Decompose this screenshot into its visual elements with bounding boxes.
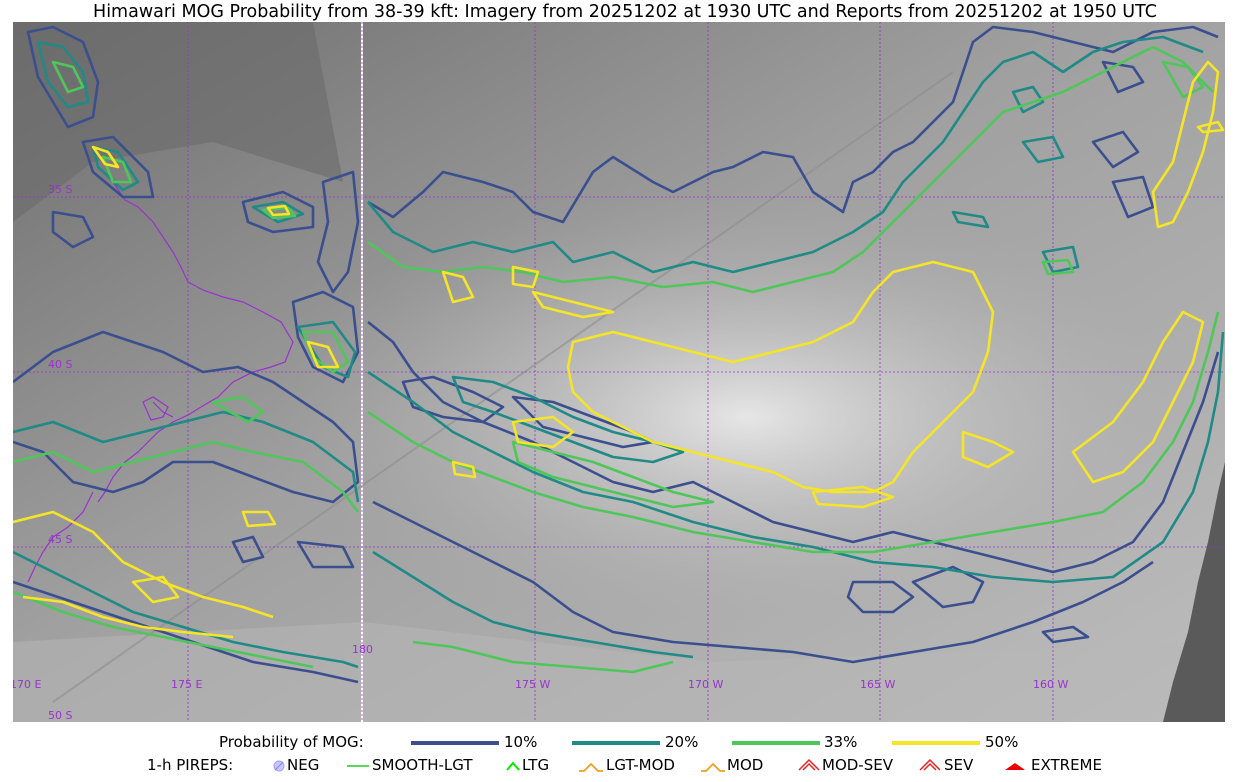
pirep-label-mod: MOD (727, 756, 764, 774)
pirep-label-mod-sev: MOD-SEV (822, 756, 893, 774)
lon-label-175e: 175 E (171, 678, 202, 691)
pirep-label-neg: NEG (287, 756, 320, 774)
legend-swatch-20pct (572, 741, 660, 745)
pirep-label-ltg: LTG (522, 756, 550, 774)
legend-label-33pct: 33% (824, 733, 858, 751)
pirep-label-lgt-mod: LGT-MOD (606, 756, 675, 774)
lon-label-180: 180 (352, 643, 373, 656)
lat-label-45s: 45 S (48, 533, 72, 546)
pirep-label-sev: SEV (944, 756, 974, 774)
lat-label-35s: 35 S (48, 183, 72, 196)
lon-label-175w: 175 W (515, 678, 550, 691)
neg-circle-icon (273, 760, 285, 772)
legend-label-50pct: 50% (985, 733, 1019, 751)
mod-caret-icon (701, 762, 725, 772)
grid-labels: 35 S 40 S 45 S 50 S 170 E 175 E 180 175 … (13, 183, 1068, 722)
pireps-legend-label: 1-h PIREPS: (147, 756, 234, 774)
probability-legend: Probability of MOG: 10% 20% 33% 50% (0, 733, 1250, 753)
lon-label-165w: 165 W (860, 678, 895, 691)
contour-50pct (13, 60, 1225, 639)
pirep-label-smooth-lgt: SMOOTH-LGT (372, 756, 473, 774)
lgt-mod-caret-icon (579, 762, 603, 772)
satellite-map: 35 S 40 S 45 S 50 S 170 E 175 E 180 175 … (13, 22, 1225, 722)
pireps-legend: 1-h PIREPS: NEG SMOOTH-LGT LTG LGT-MOD M… (0, 756, 1250, 776)
legend-swatch-33pct (732, 741, 820, 745)
probability-legend-label: Probability of MOG: (219, 733, 364, 751)
legend-label-20pct: 20% (665, 733, 699, 751)
pirep-label-extreme: EXTREME (1031, 756, 1102, 774)
chart-title: Himawari MOG Probability from 38-39 kft:… (93, 2, 1157, 22)
legend-label-10pct: 10% (504, 733, 538, 751)
no-data-region (1163, 462, 1225, 722)
mod-sev-caret-icon (798, 758, 820, 771)
bright-cloud-region (163, 142, 1225, 642)
coastline (27, 181, 294, 583)
extreme-caret-icon (1005, 763, 1025, 770)
lon-label-170w: 170 W (688, 678, 723, 691)
contour-10pct (13, 25, 1220, 684)
lon-label-160w: 160 W (1033, 678, 1068, 691)
lat-label-50s: 50 S (48, 709, 72, 722)
coastline-island (142, 396, 169, 421)
lat-label-40s: 40 S (48, 358, 72, 371)
lon-label-170e: 170 E (13, 678, 41, 691)
legend-swatch-10pct (411, 741, 499, 745)
smooth-line-icon (347, 765, 369, 767)
ltg-caret-icon (506, 761, 520, 771)
contour-20pct (13, 35, 1225, 669)
legend-swatch-50pct (892, 741, 980, 745)
map-canvas: 35 S 40 S 45 S 50 S 170 E 175 E 180 175 … (13, 22, 1225, 722)
sev-caret-icon (919, 758, 941, 771)
